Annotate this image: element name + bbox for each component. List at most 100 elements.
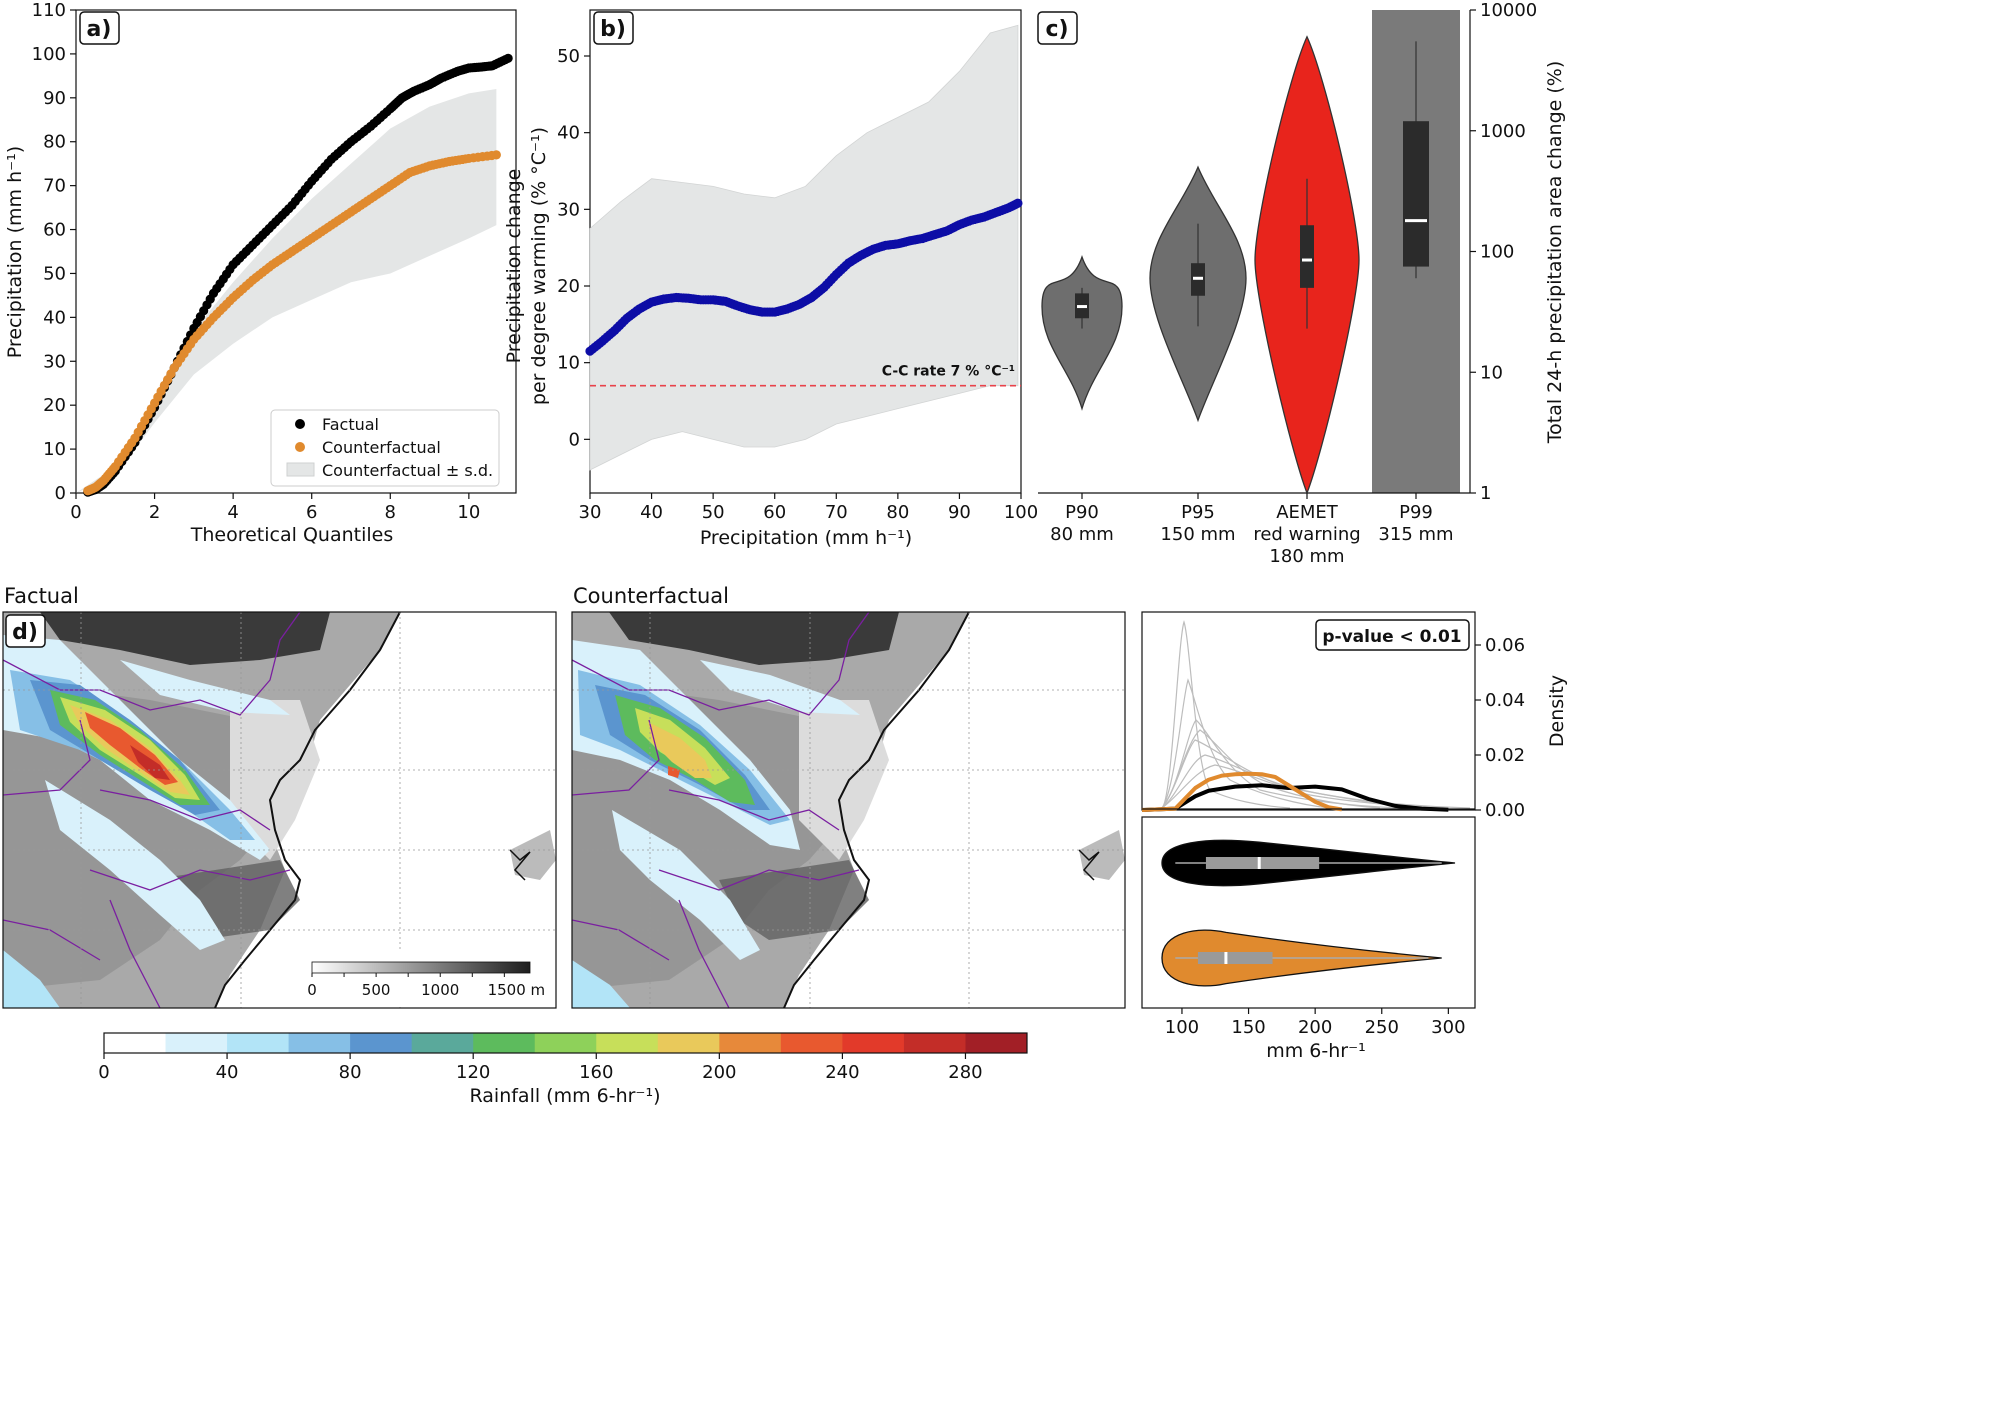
panel-b-band (589, 24, 1019, 471)
elevation-tick-label: 500 (362, 981, 391, 999)
x-tick-label: 70 (825, 502, 848, 523)
x-tick-label: 30 (579, 502, 602, 523)
category-label: red warning (1253, 524, 1360, 545)
violin-body (1041, 255, 1123, 411)
factual-point (503, 53, 513, 63)
region-borders (3, 612, 301, 1008)
panel-c-label-box (1037, 11, 1078, 45)
elevation-gradient (311, 961, 531, 974)
category-label: 315 mm (1378, 524, 1453, 545)
x-tick-label: 40 (640, 502, 663, 523)
colorbar-cell (411, 1033, 474, 1053)
density-ylabel: Density (1546, 675, 1568, 747)
colorbar-cell (534, 1033, 597, 1053)
pvalue-label: p-value < 0.01 (1322, 627, 1461, 647)
legend-band-label: Counterfactual ± s.d. (322, 461, 493, 480)
colorbar-cell (842, 1033, 905, 1053)
panel-a-ylabel: Precipitation (mm h⁻¹) (4, 146, 26, 358)
elevation-tick-label: 1000 (421, 981, 459, 999)
panel-b-x-ticks: 30 40 50 60 70 80 90 100 (579, 493, 1038, 523)
colorbar-cell (350, 1033, 413, 1053)
panel-b-label-box (593, 11, 634, 45)
panel-b-ylabel-line2: per degree warming (% °C⁻¹) (528, 127, 550, 405)
x-tick-label: 200 (1298, 1017, 1332, 1038)
x-tick-label: 100 (1165, 1017, 1199, 1038)
y-tick-label: 40 (43, 307, 66, 328)
category-label: 150 mm (1160, 524, 1235, 545)
rain-band-sw (3, 950, 60, 1008)
rain-band-nw (120, 660, 290, 715)
terrain-light-coast-cf (799, 700, 889, 860)
panel-d-label-box (5, 614, 46, 648)
x-tick-label: 250 (1365, 1017, 1399, 1038)
colorbar-tick-label: 0 (98, 1062, 109, 1083)
colorbar-tick-label: 200 (702, 1062, 736, 1083)
elevation-tick-label: 0 (307, 981, 317, 999)
terrain-island-east (510, 830, 556, 880)
y-tick-label: 80 (43, 132, 66, 153)
colorbar-cell (596, 1033, 659, 1053)
panel-a-xlabel: Theoretical Quantiles (190, 524, 393, 546)
terrain-dark-north (40, 612, 330, 665)
x-tick-label: 50 (702, 502, 725, 523)
y-tick-label: 0 (55, 483, 66, 504)
legend-factual-marker (295, 419, 305, 429)
colorbar-cell (965, 1033, 1028, 1053)
coastline-island-cf (1078, 849, 1100, 881)
panel-a-y-ticks: 0 10 20 30 40 50 60 70 80 90 100 110 (32, 0, 76, 504)
panel-b-series (585, 198, 1023, 356)
panel-c-label: c) (1045, 17, 1068, 42)
map-gridlines-cf (572, 612, 1125, 1008)
panel-a-label-box (79, 11, 120, 45)
rain-contour-200-cf (648, 722, 712, 778)
colorbar-tick-label: 160 (579, 1062, 613, 1083)
colorbar-tick-label: 40 (216, 1062, 239, 1083)
colorbar-cell (719, 1033, 782, 1053)
category-label: 180 mm (1269, 546, 1344, 567)
y-tick-label: 30 (557, 199, 580, 220)
colorbar-cell (780, 1033, 843, 1053)
y-tick-label: 0.06 (1485, 635, 1525, 656)
y-tick-label: 110 (32, 0, 66, 21)
category-label: 80 mm (1050, 524, 1114, 545)
panel-a-legend: Factual Counterfactual Counterfactual ± … (270, 409, 500, 487)
map-title-factual: Factual (4, 584, 79, 608)
colorbar-tick-label: 80 (339, 1062, 362, 1083)
elevation-colorbar: 0 500 1000 1500 m (296, 952, 554, 1005)
terrain-island-east-cf (1079, 830, 1125, 880)
colorbar-cells (104, 1033, 1028, 1053)
category-label: P99 (1399, 502, 1433, 523)
violin-box (1403, 121, 1429, 267)
panel-b: C-C rate 7 % °C⁻¹ 30 40 50 60 70 80 90 100 0 10 2… (503, 9, 1038, 549)
x-tick-label: 80 (886, 502, 909, 523)
violin-frame (1141, 816, 1476, 1009)
cc-rate-label: C-C rate 7 % °C⁻¹ (882, 364, 1015, 380)
x-tick-label: 6 (306, 502, 317, 523)
terrain-dark-north-cf (609, 612, 899, 665)
x-tick-label: 0 (70, 502, 81, 523)
y-tick-label: 1 (1480, 483, 1491, 504)
series-point (1013, 198, 1023, 208)
colorbar-cell (903, 1033, 966, 1053)
y-tick-label: 1000 (1480, 121, 1526, 142)
y-tick-label: 60 (43, 220, 66, 241)
map-counterfactual-frame (571, 611, 1126, 1009)
violin-xlabel: mm 6-hr⁻¹ (1266, 1040, 1366, 1062)
panel-a: 0 2 4 6 8 10 0 10 20 30 40 50 60 70 80 90 100 110 Theore… (4, 0, 517, 546)
panel-d-label: d) (12, 620, 38, 645)
y-tick-label: 0.00 (1485, 800, 1525, 821)
panel-b-y-ticks: 0 10 20 30 40 50 (557, 46, 590, 450)
y-tick-label: 50 (557, 46, 580, 67)
x-tick-label: 300 (1431, 1017, 1465, 1038)
rain-band-south (45, 780, 225, 950)
x-tick-label: 10 (457, 502, 480, 523)
panel-a-counterfactual-series (83, 150, 501, 496)
map-title-counterfactual: Counterfactual (573, 584, 729, 608)
terrain-south-dark-cf (719, 860, 869, 940)
panel-a-label: a) (87, 17, 112, 42)
coastline-island (509, 849, 531, 881)
panel-b-xlabel: Precipitation (mm h⁻¹) (700, 527, 912, 549)
y-tick-label: 0 (569, 429, 580, 450)
terrain-mid-grey (3, 680, 290, 990)
